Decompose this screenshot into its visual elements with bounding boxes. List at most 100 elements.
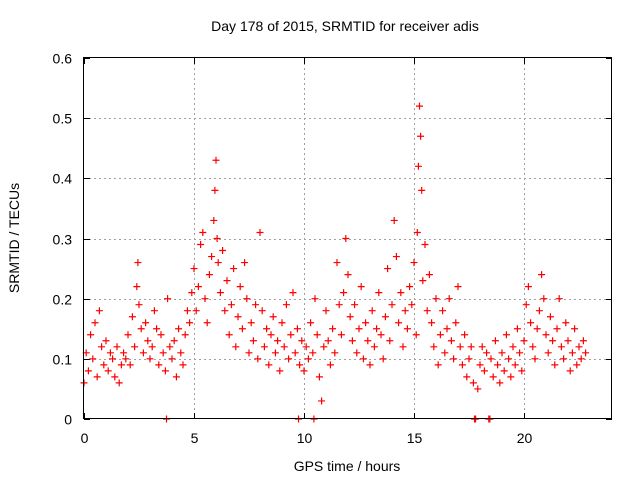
data-point	[307, 319, 315, 327]
data-point	[93, 373, 101, 381]
data-point	[115, 379, 123, 387]
data-point	[95, 307, 103, 315]
data-point	[496, 379, 504, 387]
data-point	[560, 355, 568, 363]
data-point	[89, 355, 97, 363]
data-point	[109, 355, 117, 363]
data-point	[412, 331, 420, 339]
data-point	[177, 349, 185, 357]
data-point	[480, 367, 488, 375]
data-point	[573, 361, 581, 369]
x-tick-label: 15	[407, 430, 423, 446]
data-point	[133, 283, 141, 291]
data-point	[168, 355, 176, 363]
data-point	[346, 313, 354, 321]
data-point	[221, 307, 229, 315]
data-point	[478, 343, 486, 351]
data-point	[518, 367, 526, 375]
data-point	[531, 355, 539, 363]
data-point	[170, 337, 178, 345]
data-point	[213, 235, 221, 242]
data-point	[249, 337, 257, 345]
data-point	[476, 361, 484, 369]
data-point	[252, 301, 260, 309]
y-tick-label: 0.2	[53, 292, 73, 308]
y-tick-label: 0.6	[53, 51, 73, 67]
data-point	[522, 301, 530, 309]
data-point	[243, 295, 251, 303]
data-point	[498, 349, 506, 357]
data-point	[87, 331, 95, 339]
data-point	[161, 367, 169, 375]
data-point	[320, 343, 328, 351]
data-point	[155, 361, 163, 369]
data-point	[291, 349, 299, 357]
data-point	[91, 319, 99, 327]
data-point	[232, 343, 240, 351]
data-point	[397, 289, 405, 297]
data-point	[557, 343, 565, 351]
data-point	[104, 367, 112, 375]
data-point	[564, 337, 572, 345]
data-point	[102, 337, 110, 345]
data-point	[430, 343, 438, 351]
data-point	[216, 289, 224, 297]
data-point	[368, 307, 376, 315]
x-tick-label: 10	[297, 430, 313, 446]
data-point	[348, 337, 356, 345]
data-point	[113, 343, 121, 351]
data-point	[463, 373, 471, 381]
data-point	[551, 361, 559, 369]
data-point	[392, 253, 400, 261]
data-point	[211, 186, 219, 194]
data-point	[469, 379, 477, 387]
axis-ticks: 0 0.1 0.2 0.3 0.4 0.5 0.6 0 5 10 15 20	[53, 51, 612, 446]
data-point	[265, 361, 273, 369]
data-point	[225, 331, 233, 339]
data-point	[366, 361, 374, 369]
data-point	[183, 307, 191, 315]
y-tick-label: 0.5	[53, 111, 73, 127]
data-point	[139, 349, 147, 357]
data-point	[540, 295, 548, 303]
data-point	[208, 253, 216, 261]
data-point	[111, 373, 119, 381]
data-point	[179, 361, 187, 369]
data-point	[285, 355, 293, 363]
data-point	[414, 162, 422, 170]
data-point	[538, 271, 546, 279]
data-point	[267, 331, 275, 339]
data-point	[282, 301, 290, 309]
data-point	[447, 337, 455, 345]
data-point	[318, 397, 326, 405]
data-point	[465, 355, 473, 363]
data-point	[241, 259, 249, 267]
data-point	[106, 349, 114, 357]
data-point	[419, 277, 427, 285]
data-point	[456, 343, 464, 351]
data-point	[507, 373, 515, 381]
data-point	[474, 385, 482, 393]
data-point	[388, 301, 396, 309]
chart-title: Day 178 of 2015, SRMTID for receiver adi…	[211, 18, 479, 34]
data-point	[219, 247, 227, 255]
data-point	[230, 265, 238, 273]
data-point	[188, 289, 196, 297]
data-point	[300, 367, 308, 375]
data-point	[353, 349, 361, 357]
data-point	[494, 361, 502, 369]
data-point	[432, 295, 440, 303]
data-point	[150, 307, 158, 315]
data-point	[256, 228, 264, 236]
data-point	[329, 325, 337, 333]
data-point	[210, 216, 218, 224]
data-point	[489, 373, 497, 381]
data-point	[425, 271, 433, 279]
data-point	[254, 355, 262, 363]
data-point	[335, 301, 343, 309]
data-point	[278, 319, 286, 327]
data-point	[351, 301, 359, 309]
data-point	[236, 283, 244, 291]
data-point	[289, 289, 297, 297]
